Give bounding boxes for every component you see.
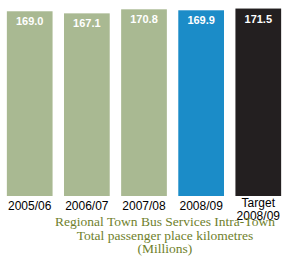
bar: [7, 11, 53, 196]
data-label: 169.0: [16, 15, 44, 27]
title: Regional Town Bus Services Intra-TownTot…: [55, 214, 275, 256]
x-tick: 2008/09: [179, 196, 223, 213]
data-label: 169.9: [187, 14, 215, 26]
x-tick: 2005/06: [8, 196, 52, 213]
data-label: 171.5: [245, 13, 273, 25]
data-labels: 169.0 167.1 170.8 169.9 171.5: [16, 13, 272, 30]
bars: [7, 9, 281, 196]
bar: [121, 9, 167, 196]
x-tick: 2007/08: [122, 196, 166, 213]
bar: [64, 13, 110, 196]
chart: 169.0 167.1 170.8 169.9 171.5 2005/06 2006/07 2…: [0, 0, 290, 257]
bar: [235, 9, 281, 196]
data-label: 167.1: [73, 17, 101, 29]
x-tick-label: 2008/09: [179, 199, 223, 213]
x-tick-label: 2007/08: [122, 199, 166, 213]
x-tick: 2006/07: [65, 196, 109, 213]
x-tick-label: 2005/06: [8, 199, 52, 213]
bar: [178, 10, 224, 196]
x-tick-label: 2006/07: [65, 199, 109, 213]
data-label: 170.8: [130, 13, 158, 25]
